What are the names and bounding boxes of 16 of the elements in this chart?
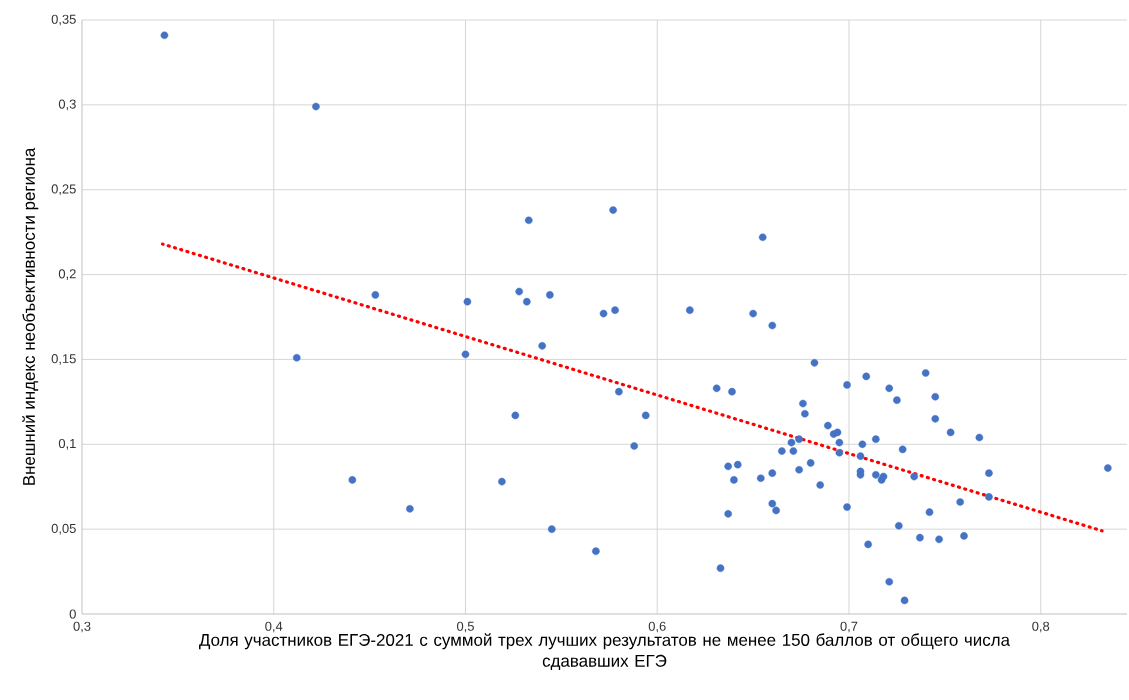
x-tick-label: 0,4 [265, 621, 283, 633]
y-tick-label: 0 [69, 609, 76, 619]
y-tick-label: 0,35 [51, 14, 76, 26]
x-tick-label: 0,8 [1032, 621, 1050, 633]
y-tick-label: 0,25 [51, 184, 76, 196]
x-axis-title: Доля участников ЕГЭ-2021 с суммой трех лучших результатов не менее 150 баллов от общего числа сдававших ЕГЭ [199, 633, 1010, 671]
y-tick-label: 0,3 [58, 99, 76, 111]
x-tick-label: 0,5 [456, 621, 474, 633]
y-tick-label: 0,2 [58, 269, 76, 280]
y-axis-title: Внешний индекс необъективности региона [22, 147, 39, 485]
y-tick-label: 0,05 [51, 523, 76, 535]
y-tick-label: 0,1 [58, 438, 76, 450]
y-tick-label: 0,15 [51, 354, 76, 365]
x-tick-label: 0,3 [73, 621, 91, 633]
x-tick-label: 0,6 [648, 621, 666, 633]
x-tick-label: 0,7 [840, 621, 858, 633]
